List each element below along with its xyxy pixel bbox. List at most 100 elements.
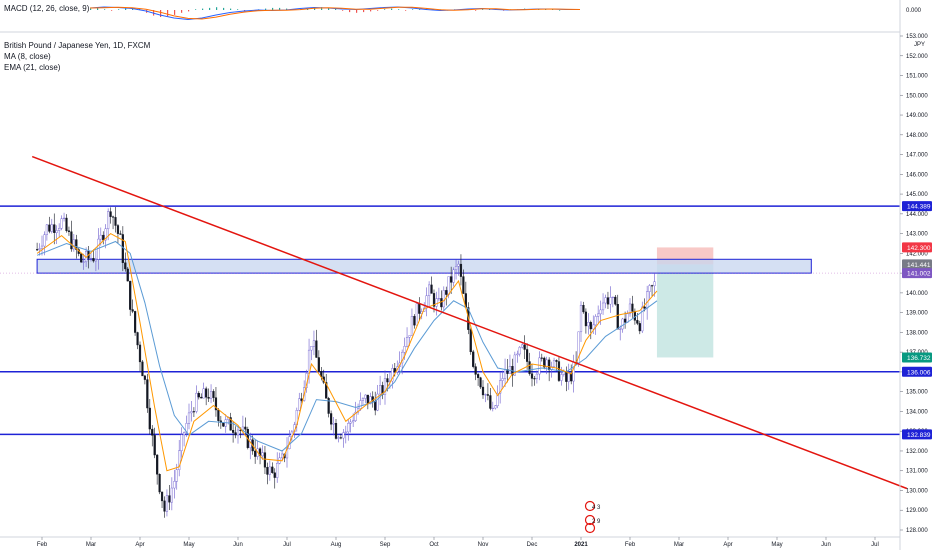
candle-body bbox=[192, 411, 195, 413]
macd-bar bbox=[370, 10, 372, 12]
candle bbox=[565, 366, 568, 392]
candle bbox=[165, 489, 169, 517]
candle-body bbox=[474, 366, 477, 375]
candle bbox=[231, 421, 235, 443]
candle bbox=[604, 294, 607, 309]
resistance-zone[interactable] bbox=[0, 258, 900, 274]
candle-body bbox=[383, 378, 387, 395]
level-badge: 132.839 bbox=[902, 429, 932, 440]
candle-body bbox=[376, 393, 379, 411]
candle bbox=[315, 329, 318, 358]
candle-body bbox=[481, 386, 485, 396]
candle bbox=[339, 433, 342, 440]
candle-body bbox=[261, 452, 264, 457]
candle-body bbox=[97, 238, 100, 260]
ema-legend[interactable]: EMA (21, close) bbox=[4, 63, 61, 72]
candle-body bbox=[104, 228, 107, 241]
candle bbox=[195, 385, 198, 414]
candle bbox=[114, 207, 117, 233]
candle bbox=[202, 382, 205, 399]
candle-body bbox=[477, 374, 480, 378]
symbol-title[interactable]: British Pound / Japanese Yen, 1D, FXCM bbox=[4, 41, 151, 50]
candle-body bbox=[379, 385, 382, 395]
macd-bar bbox=[328, 7, 330, 10]
candle-body bbox=[36, 249, 39, 251]
candle bbox=[43, 231, 46, 256]
candle bbox=[102, 231, 105, 245]
candle bbox=[263, 446, 267, 474]
candle bbox=[489, 388, 492, 411]
candle-body bbox=[133, 311, 137, 333]
macd-bar bbox=[482, 9, 484, 10]
trendline[interactable] bbox=[31, 155, 908, 490]
candle bbox=[158, 473, 161, 495]
time-tick-label: Jun bbox=[233, 542, 243, 548]
candle bbox=[178, 439, 181, 477]
price-axis[interactable]: 128.000129.000130.000131.000132.000133.0… bbox=[899, 0, 928, 550]
trendline-line[interactable] bbox=[31, 155, 908, 490]
candle bbox=[141, 359, 144, 377]
candle-body bbox=[440, 298, 443, 308]
candle bbox=[484, 393, 487, 403]
currency-label: JPY bbox=[914, 42, 925, 48]
ma-legend[interactable]: MA (8, close) bbox=[4, 52, 51, 61]
macd-bar bbox=[104, 9, 106, 10]
candle-body bbox=[616, 303, 619, 330]
candle-body bbox=[584, 311, 587, 327]
svg-text:2 9: 2 9 bbox=[592, 519, 601, 525]
candle bbox=[281, 449, 284, 461]
earnings-events[interactable]: 4 3 2 9 bbox=[584, 500, 602, 534]
candle-body bbox=[535, 373, 538, 379]
candle-body bbox=[491, 407, 494, 409]
macd-bar bbox=[279, 7, 281, 10]
event-icon[interactable]: 4 3 2 9 bbox=[584, 500, 602, 534]
candle bbox=[36, 242, 39, 251]
candle-body bbox=[80, 253, 83, 263]
entry-badge-label: 141.441 bbox=[907, 262, 931, 269]
price-tick-label: 129.000 bbox=[906, 508, 928, 514]
candle-body bbox=[312, 340, 316, 347]
candle bbox=[521, 343, 524, 349]
candle bbox=[479, 376, 482, 389]
macd-bar bbox=[160, 10, 162, 17]
candle bbox=[344, 425, 347, 444]
candle-body bbox=[543, 357, 546, 368]
candle bbox=[268, 460, 271, 481]
candle-body bbox=[349, 421, 352, 424]
time-tick-label: 2021 bbox=[574, 542, 588, 548]
time-tick-label: Nov bbox=[478, 542, 489, 548]
candle-body bbox=[462, 276, 465, 294]
macd-bar bbox=[489, 9, 491, 10]
price-tick-label: 144.000 bbox=[906, 212, 928, 218]
candle-body bbox=[158, 474, 161, 493]
candle-body bbox=[489, 395, 492, 409]
macd-bar bbox=[230, 8, 232, 10]
candle bbox=[538, 351, 541, 381]
candle-body bbox=[200, 396, 203, 399]
candle bbox=[163, 496, 166, 518]
time-axis[interactable]: Feb Mar Apr May Jun Jul Aug Sep Oct Nov Dec 2021 Feb… bbox=[0, 536, 900, 548]
candle bbox=[371, 391, 374, 408]
candle-body bbox=[214, 397, 218, 411]
candle bbox=[38, 243, 41, 256]
candle bbox=[491, 401, 494, 412]
candle-body bbox=[606, 297, 610, 305]
candle bbox=[516, 350, 519, 363]
candle-body bbox=[60, 218, 63, 229]
zone-rect[interactable] bbox=[36, 258, 812, 274]
candle bbox=[428, 281, 431, 307]
candle-body bbox=[266, 467, 269, 475]
candle bbox=[337, 435, 340, 443]
candle bbox=[50, 218, 53, 234]
candle-body bbox=[209, 391, 213, 399]
price-tick-label: 147.000 bbox=[906, 153, 928, 159]
candle-body bbox=[624, 318, 627, 323]
candle-body bbox=[62, 217, 66, 219]
price-tick-label: 135.000 bbox=[906, 390, 928, 396]
candle-body bbox=[499, 380, 502, 394]
candle bbox=[327, 396, 330, 418]
macd-bar bbox=[237, 9, 239, 10]
take-profit-box[interactable] bbox=[656, 264, 714, 358]
